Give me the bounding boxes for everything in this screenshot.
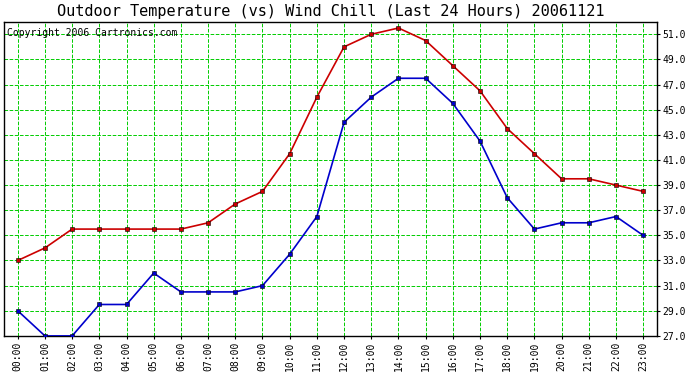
Text: Copyright 2006 Cartronics.com: Copyright 2006 Cartronics.com [8, 28, 178, 38]
Title: Outdoor Temperature (vs) Wind Chill (Last 24 Hours) 20061121: Outdoor Temperature (vs) Wind Chill (Las… [57, 4, 604, 19]
